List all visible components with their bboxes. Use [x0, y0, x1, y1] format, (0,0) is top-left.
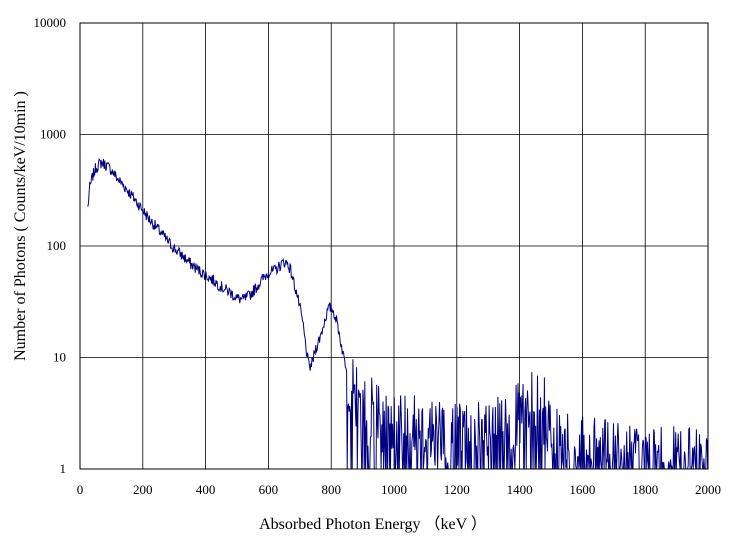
- x-tick-label: 1600: [569, 482, 595, 497]
- y-tick-label: 1: [60, 461, 67, 476]
- x-tick-label: 0: [77, 482, 84, 497]
- x-tick-label: 1000: [381, 482, 407, 497]
- x-tick-label: 2000: [695, 482, 721, 497]
- x-tick-label: 1200: [444, 482, 470, 497]
- y-tick-label: 10000: [34, 15, 67, 30]
- x-tick-label: 1800: [632, 482, 658, 497]
- x-tick-label: 200: [133, 482, 153, 497]
- x-axis-title: Absorbed Photon Energy （keV ）: [259, 515, 487, 533]
- y-tick-label: 10: [53, 350, 66, 365]
- axis-ticks: 0 200 400 600 800 1000 1200 1400 1600 1800 2000 1 10…: [34, 15, 722, 497]
- x-tick-label: 400: [196, 482, 216, 497]
- y-tick-label: 100: [47, 238, 67, 253]
- x-tick-label: 600: [259, 482, 279, 497]
- y-tick-label: 1000: [40, 127, 66, 142]
- y-axis-title: Number of Photons ( Counts/keV/10min ): [12, 91, 29, 361]
- x-tick-label: 1400: [507, 482, 533, 497]
- x-tick-label: 800: [321, 482, 341, 497]
- plot-frame: [79, 22, 709, 470]
